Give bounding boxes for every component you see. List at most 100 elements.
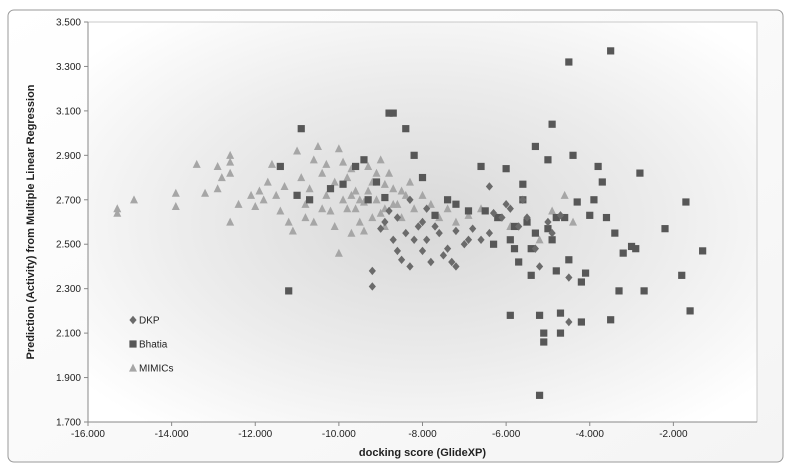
mimics-point <box>385 168 394 177</box>
mimics-point <box>171 188 180 197</box>
dkp-point <box>393 246 402 256</box>
marks-layer <box>113 47 707 399</box>
legend-item-bhatia: Bhatia <box>129 340 168 351</box>
mimics-point <box>113 204 122 213</box>
mimics-point <box>330 222 339 231</box>
bhatia-point <box>577 318 585 326</box>
bhatia-point <box>502 165 510 173</box>
bhatia-point <box>293 191 301 199</box>
bhatia-point <box>510 245 519 253</box>
mimics-point <box>548 206 557 215</box>
mimics-point <box>364 162 373 171</box>
mimics-point <box>318 204 327 213</box>
dkp-point <box>431 222 439 231</box>
mimics-point <box>171 202 180 211</box>
dkp-point <box>406 195 414 204</box>
dkp-point <box>443 244 452 253</box>
dkp-point <box>489 208 498 218</box>
bhatia-point <box>577 278 585 286</box>
bhatia-point <box>410 151 418 159</box>
bhatia-point <box>481 207 489 215</box>
bhatia-point <box>556 329 565 337</box>
y-tick-label: 2.300 <box>56 284 81 295</box>
bhatia-point <box>632 245 640 253</box>
mimics-point <box>226 168 235 177</box>
dkp-point <box>565 273 573 282</box>
mimics-point <box>129 195 138 204</box>
mimics-point <box>276 206 285 215</box>
mimics-point <box>464 210 473 219</box>
y-tick-label: 2.700 <box>56 195 81 206</box>
mimics-point <box>372 195 381 204</box>
mimics-point <box>326 206 335 215</box>
bhatia-point <box>544 156 552 164</box>
dkp-point <box>439 251 448 260</box>
mimics-point <box>247 190 256 199</box>
bhatia-point <box>402 125 410 133</box>
dkp-point <box>515 222 523 231</box>
y-tick-label: 2.900 <box>56 151 81 162</box>
bhatia-point <box>477 162 485 171</box>
bhatia-point <box>627 242 636 251</box>
mimics-point <box>347 190 356 199</box>
mimics-point <box>284 217 293 226</box>
mimics-point <box>334 144 343 153</box>
bhatia-point <box>531 229 539 237</box>
bhatia-point <box>699 247 707 255</box>
series-dkp <box>368 182 573 327</box>
x-tick-label: -2.000 <box>659 429 688 440</box>
bhatia-point <box>682 198 690 206</box>
bhatia-point <box>548 120 556 128</box>
bhatia-point <box>535 311 544 319</box>
dkp-point <box>423 235 431 244</box>
bhatia-point <box>552 267 560 275</box>
bhatia-point <box>527 245 535 253</box>
bhatia-point <box>544 225 552 233</box>
mimics-point <box>401 190 410 199</box>
bhatia-point <box>276 162 284 171</box>
series-bhatia <box>276 47 707 399</box>
bhatia-point <box>531 142 539 151</box>
dkp-point <box>485 182 493 191</box>
mimics-point <box>347 164 356 173</box>
bhatia-point <box>573 198 581 206</box>
dkp-point <box>435 228 443 238</box>
bhatia-point <box>586 211 594 219</box>
mimics-point <box>359 197 368 206</box>
mimics-point <box>380 179 389 188</box>
dkp-point <box>414 222 422 231</box>
mimics-point <box>251 202 260 211</box>
dkp-point <box>397 255 406 264</box>
mimics-point <box>347 228 356 237</box>
legend-label: Bhatia <box>139 340 168 351</box>
mimics-point <box>372 168 381 177</box>
mimics-point <box>301 199 310 208</box>
bhatia-point <box>678 271 686 279</box>
mimics-point <box>339 157 348 166</box>
bhatia-point <box>535 391 544 399</box>
bhatia-point <box>443 196 452 204</box>
mimics-point <box>288 226 297 235</box>
bhatia-point <box>385 109 393 117</box>
mimics-point <box>405 177 414 186</box>
legend: DKP Bhatia MIMICs <box>129 316 173 375</box>
mimics-point <box>293 146 302 155</box>
dkp-point <box>406 262 414 271</box>
bhatia-point <box>519 180 527 188</box>
dkp-point <box>548 228 556 238</box>
bhatia-point <box>381 193 389 202</box>
bhatia-point <box>590 196 598 204</box>
mimics-point <box>301 213 310 222</box>
x-axis-title: docking score (GlideXP) <box>359 447 486 459</box>
bhatia-point <box>607 47 615 55</box>
mimics-point <box>343 204 352 213</box>
mimics-point <box>322 190 331 199</box>
dkp-point <box>523 213 531 222</box>
bhatia-point <box>540 329 548 337</box>
y-tick-label: 3.300 <box>56 62 81 73</box>
mimics-point <box>355 217 364 226</box>
y-tick-label: 3.500 <box>56 18 81 29</box>
series-mimics <box>113 142 578 257</box>
bhatia-point <box>364 196 372 204</box>
